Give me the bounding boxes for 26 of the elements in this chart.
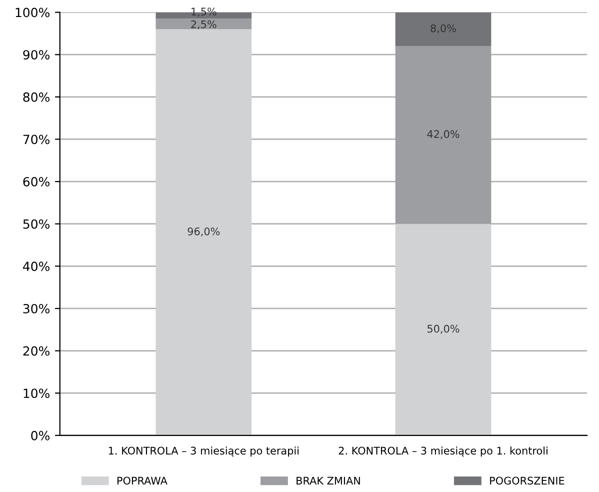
y-tick-label: 50%: [23, 219, 50, 229]
data-label: 2,5%: [191, 20, 216, 30]
y-tick-label: 30%: [23, 304, 50, 314]
legend-label: POPRAWA: [117, 476, 168, 485]
x-tick-label: 2. KONTROLA – 3 miesiące po 1. kontroli: [338, 446, 548, 457]
y-tick-label: 20%: [23, 346, 50, 356]
legend-label: BRAK ZMIAN: [296, 476, 360, 484]
legend-label: POGORSZENIE: [490, 476, 564, 485]
y-tick-label: 10%: [24, 388, 50, 398]
data-label: 96,0%: [188, 227, 220, 236]
data-label: 42,0%: [427, 130, 460, 140]
bar: [395, 12, 492, 46]
y-tick-label: 0%: [31, 430, 50, 440]
bar: [156, 18, 252, 30]
bar: [395, 224, 492, 436]
y-tick-label: 40%: [23, 262, 50, 272]
data-label: 8,0%: [430, 24, 456, 34]
y-tick-label: 60%: [23, 177, 50, 186]
bar: [156, 29, 252, 436]
data-label: 50,0%: [428, 324, 460, 334]
bar: [395, 46, 492, 224]
y-tick-label: 80%: [23, 92, 50, 102]
y-tick-label: 90%: [23, 50, 50, 60]
x-tick-label: 1. KONTROLA – 3 miesiące po terapii: [108, 446, 299, 457]
y-tick-label: 70%: [23, 134, 50, 144]
y-tick-label: 100%: [16, 8, 50, 18]
